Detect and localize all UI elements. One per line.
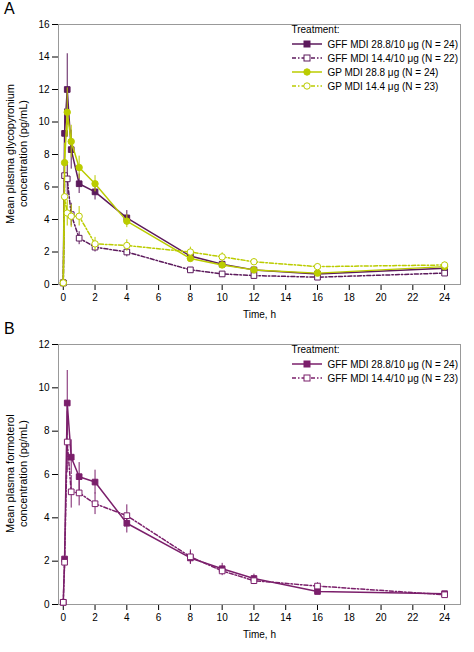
svg-text:6: 6 — [156, 612, 162, 623]
svg-text:8: 8 — [188, 292, 194, 303]
svg-text:10: 10 — [38, 116, 50, 127]
html-text:GP MDI 28.8 μg (N = 24): GP MDI 28.8 μg (N = 24) — [327, 66, 439, 78]
svg-text:Time, h: Time, h — [243, 629, 276, 640]
svg-text:4: 4 — [124, 612, 130, 623]
html-text:Treatment:: Treatment: — [291, 344, 340, 355]
svg-text:14: 14 — [280, 292, 292, 303]
svg-text:22: 22 — [407, 292, 419, 303]
svg-text:6: 6 — [156, 292, 162, 303]
html-text:GP MDI 14.4 μg (N = 23): GP MDI 14.4 μg (N = 23) — [327, 80, 439, 92]
html-text:Mean plasma formoterol concent: Mean plasma formoterol concentration (pg… — [4, 414, 30, 534]
svg-text:0: 0 — [60, 612, 66, 623]
svg-text:14: 14 — [280, 612, 292, 623]
html-text:A: A — [4, 0, 15, 17]
svg-text:2: 2 — [44, 246, 50, 257]
svg-text:4: 4 — [124, 292, 130, 303]
svg-text:16: 16 — [312, 612, 324, 623]
svg-text:0: 0 — [60, 292, 66, 303]
svg-text:14: 14 — [38, 51, 50, 62]
svg-text:4: 4 — [44, 512, 50, 523]
svg-text:6: 6 — [44, 181, 50, 192]
svg-text:18: 18 — [344, 292, 356, 303]
html-text:GFF MDI 28.8/10 μg (N = 24): GFF MDI 28.8/10 μg (N = 24) — [327, 38, 458, 50]
html-text:B: B — [4, 320, 15, 337]
svg-text:16: 16 — [312, 292, 324, 303]
svg-text:Time, h: Time, h — [243, 309, 276, 320]
svg-text:22: 22 — [407, 612, 419, 623]
html-text:Mean plasma glycopyronium conc: Mean plasma glycopyronium concentration … — [4, 84, 30, 224]
svg-text:0: 0 — [44, 279, 50, 290]
svg-text:0: 0 — [44, 599, 50, 610]
svg-text:2: 2 — [92, 612, 98, 623]
svg-text:2: 2 — [44, 555, 50, 566]
svg-text:8: 8 — [44, 149, 50, 160]
svg-text:12: 12 — [38, 339, 50, 350]
svg-text:18: 18 — [344, 612, 356, 623]
html-text:GFF MDI 14.4/10 μg (N = 22): GFF MDI 14.4/10 μg (N = 22) — [327, 52, 458, 64]
svg-text:10: 10 — [217, 292, 229, 303]
svg-text:8: 8 — [188, 612, 194, 623]
svg-text:12: 12 — [38, 84, 50, 95]
svg-text:4: 4 — [44, 214, 50, 225]
svg-text:6: 6 — [44, 469, 50, 480]
svg-text:20: 20 — [375, 292, 387, 303]
svg-text:12: 12 — [248, 612, 260, 623]
svg-text:10: 10 — [217, 612, 229, 623]
svg-text:12: 12 — [248, 292, 260, 303]
svg-text:24: 24 — [439, 612, 451, 623]
html-text:GFF MDI 28.8/10 μg (N = 24): GFF MDI 28.8/10 μg (N = 24) — [327, 358, 458, 370]
html-text:GFF MDI 14.4/10 μg (N = 23): GFF MDI 14.4/10 μg (N = 23) — [327, 372, 458, 384]
svg-text:20: 20 — [375, 612, 387, 623]
svg-text:16: 16 — [38, 19, 50, 30]
html-text:Treatment:: Treatment: — [291, 24, 340, 35]
svg-text:8: 8 — [44, 425, 50, 436]
svg-text:10: 10 — [38, 382, 50, 393]
svg-text:24: 24 — [439, 292, 451, 303]
svg-text:2: 2 — [92, 292, 98, 303]
